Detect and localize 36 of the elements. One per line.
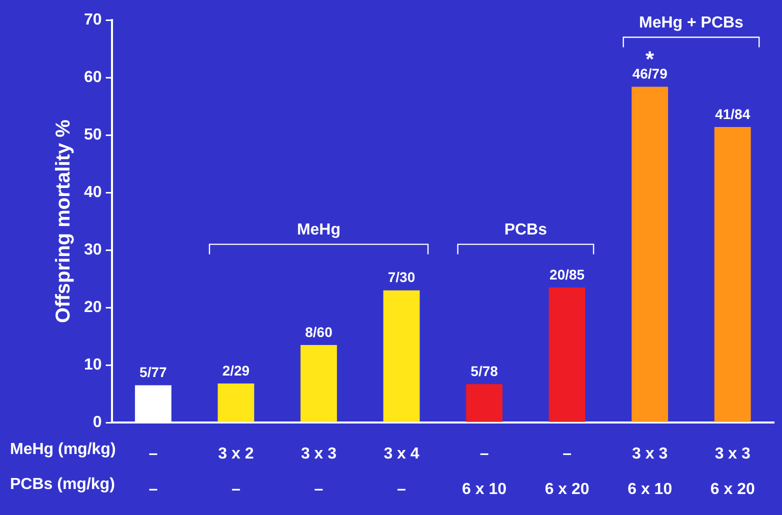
annotation: MeHg + PCBs xyxy=(638,14,744,32)
y-tick-label: 70 xyxy=(84,11,102,28)
data-label: 5/78 xyxy=(470,362,498,379)
annotation: PCBs xyxy=(504,222,548,239)
x-tick-label: 3 x 4 – xyxy=(384,446,420,498)
bar xyxy=(466,384,502,422)
y-tick-label: 20 xyxy=(84,298,102,316)
y-axis-title: Offspring mortality % xyxy=(52,119,75,323)
data-label: 2/29 xyxy=(222,362,250,378)
text: PCBs (mg/kg) xyxy=(10,476,115,494)
data-label: 7/30 xyxy=(388,269,416,286)
y-tick-label: 10 xyxy=(84,356,102,374)
x-tick-label: – 6 x 20 xyxy=(544,446,590,498)
bar xyxy=(383,290,420,422)
y-tick-label: 0 xyxy=(92,414,102,432)
data-label: 5/77 xyxy=(140,364,168,380)
data-label: 8/60 xyxy=(305,324,333,340)
x-tick-label: – – xyxy=(148,446,158,498)
x-tick-label: – 6 x 10 xyxy=(462,446,507,498)
bar xyxy=(218,383,254,422)
x-tick-label: 3 x 3 6 x 20 xyxy=(710,446,755,498)
x-tick-label: 3 x 3 – xyxy=(300,446,337,498)
x-tick-label: 3 x 3 6 x 10 xyxy=(628,446,672,498)
annotation: MeHg xyxy=(296,222,341,239)
bar xyxy=(548,287,586,422)
text: MeHg (mg/kg) xyxy=(10,441,116,458)
data-label: 41/84 xyxy=(715,106,750,122)
bar xyxy=(300,344,337,422)
x-tick-label: 3 x 2 – xyxy=(218,446,254,498)
bar xyxy=(714,126,751,422)
data-label: 20/85 xyxy=(550,266,585,282)
y-tick-label: 30 xyxy=(84,241,102,258)
y-tick-label: 50 xyxy=(84,126,102,144)
y-tick-label: 40 xyxy=(84,184,102,201)
bar xyxy=(632,86,668,422)
y-tick-label: 60 xyxy=(84,68,102,86)
